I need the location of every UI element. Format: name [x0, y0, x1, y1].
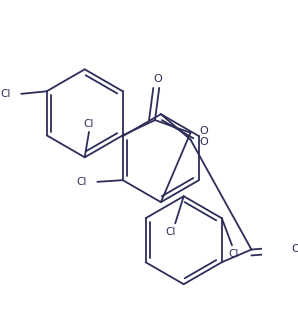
Text: Cl: Cl: [77, 177, 87, 187]
Text: O: O: [199, 126, 208, 136]
Text: Cl: Cl: [84, 119, 94, 129]
Text: O: O: [291, 244, 298, 254]
Text: O: O: [199, 137, 208, 147]
Text: Cl: Cl: [229, 249, 239, 259]
Text: Cl: Cl: [1, 89, 11, 99]
Text: Cl: Cl: [166, 227, 176, 237]
Text: O: O: [153, 74, 162, 84]
